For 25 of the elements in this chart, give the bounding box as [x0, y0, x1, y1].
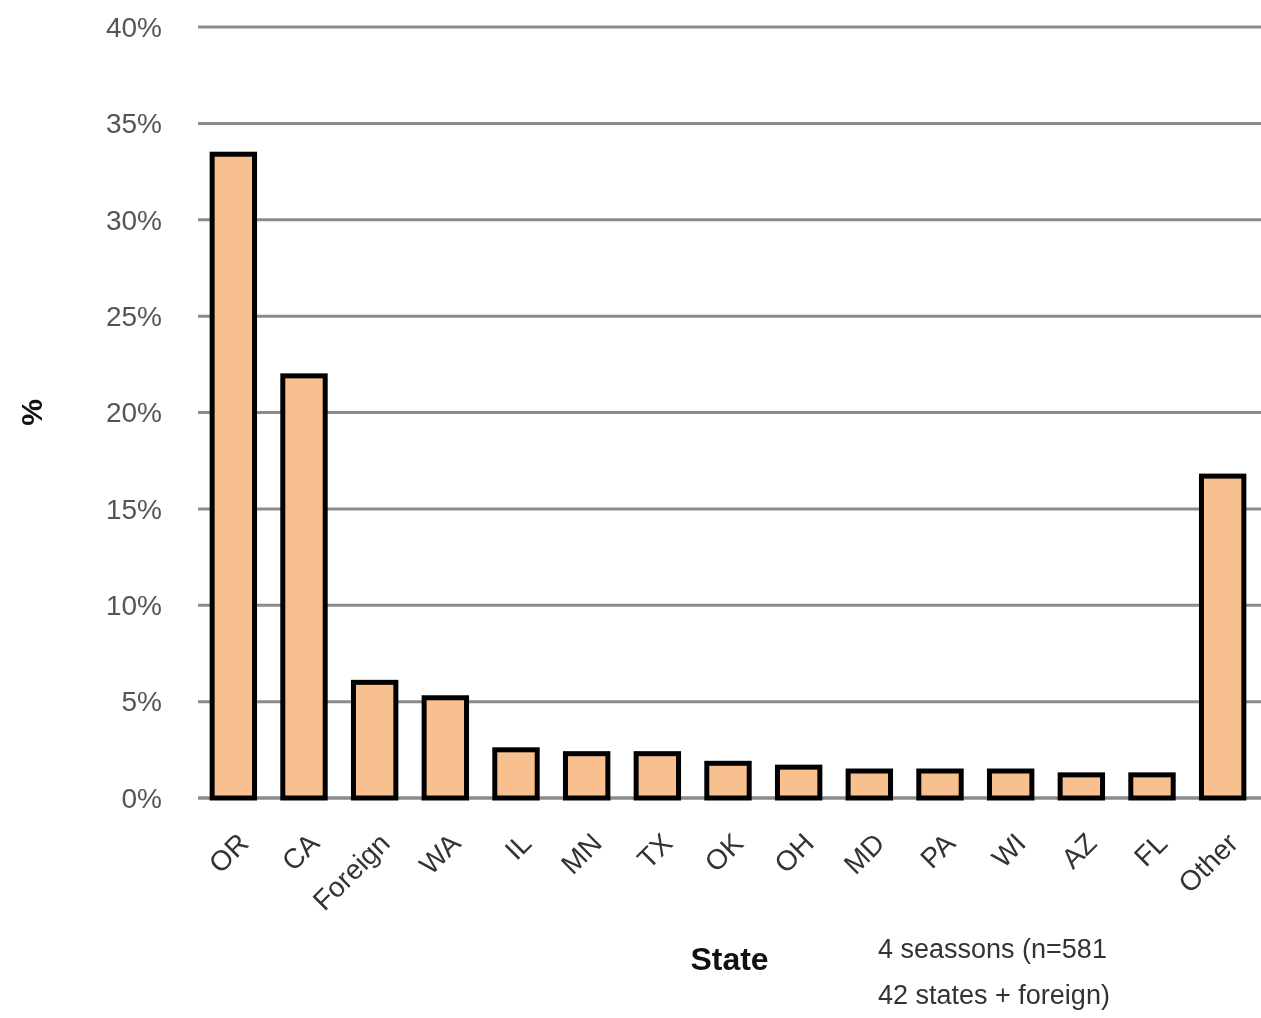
y-tick-label: 30% [105, 204, 162, 236]
y-tick-label: 5% [121, 686, 162, 718]
x-tick-label: PA [914, 827, 962, 875]
x-tick-label: OR [202, 827, 255, 879]
y-tick-label: 25% [105, 300, 162, 332]
text: 4 seassons (n=581 [878, 934, 1107, 964]
text: 42 states + foreign) [878, 980, 1110, 1010]
x-tick-label: WI [985, 827, 1032, 874]
y-tick-label: 10% [105, 590, 162, 622]
x-tick-label: WA [413, 827, 467, 881]
y-tick-label: 20% [105, 397, 162, 429]
y-tick-label: 40% [105, 11, 162, 43]
x-tick-label: OH [768, 827, 820, 879]
x-tick-label: OK [698, 827, 750, 878]
x-tick-label: IL [498, 827, 538, 866]
y-tick-label: 35% [105, 108, 162, 140]
y-tick-label: 15% [105, 493, 162, 525]
x-tick-label: MD [837, 827, 891, 880]
x-tick-label: TX [631, 827, 679, 875]
x-tick-label: AZ [1055, 827, 1103, 875]
x-tick-label: FL [1128, 827, 1174, 873]
x-axis-title: State [690, 941, 769, 977]
y-axis-title: % [15, 399, 48, 426]
y-tick-label: 0% [121, 782, 162, 814]
x-tick-label: MN [555, 827, 608, 880]
